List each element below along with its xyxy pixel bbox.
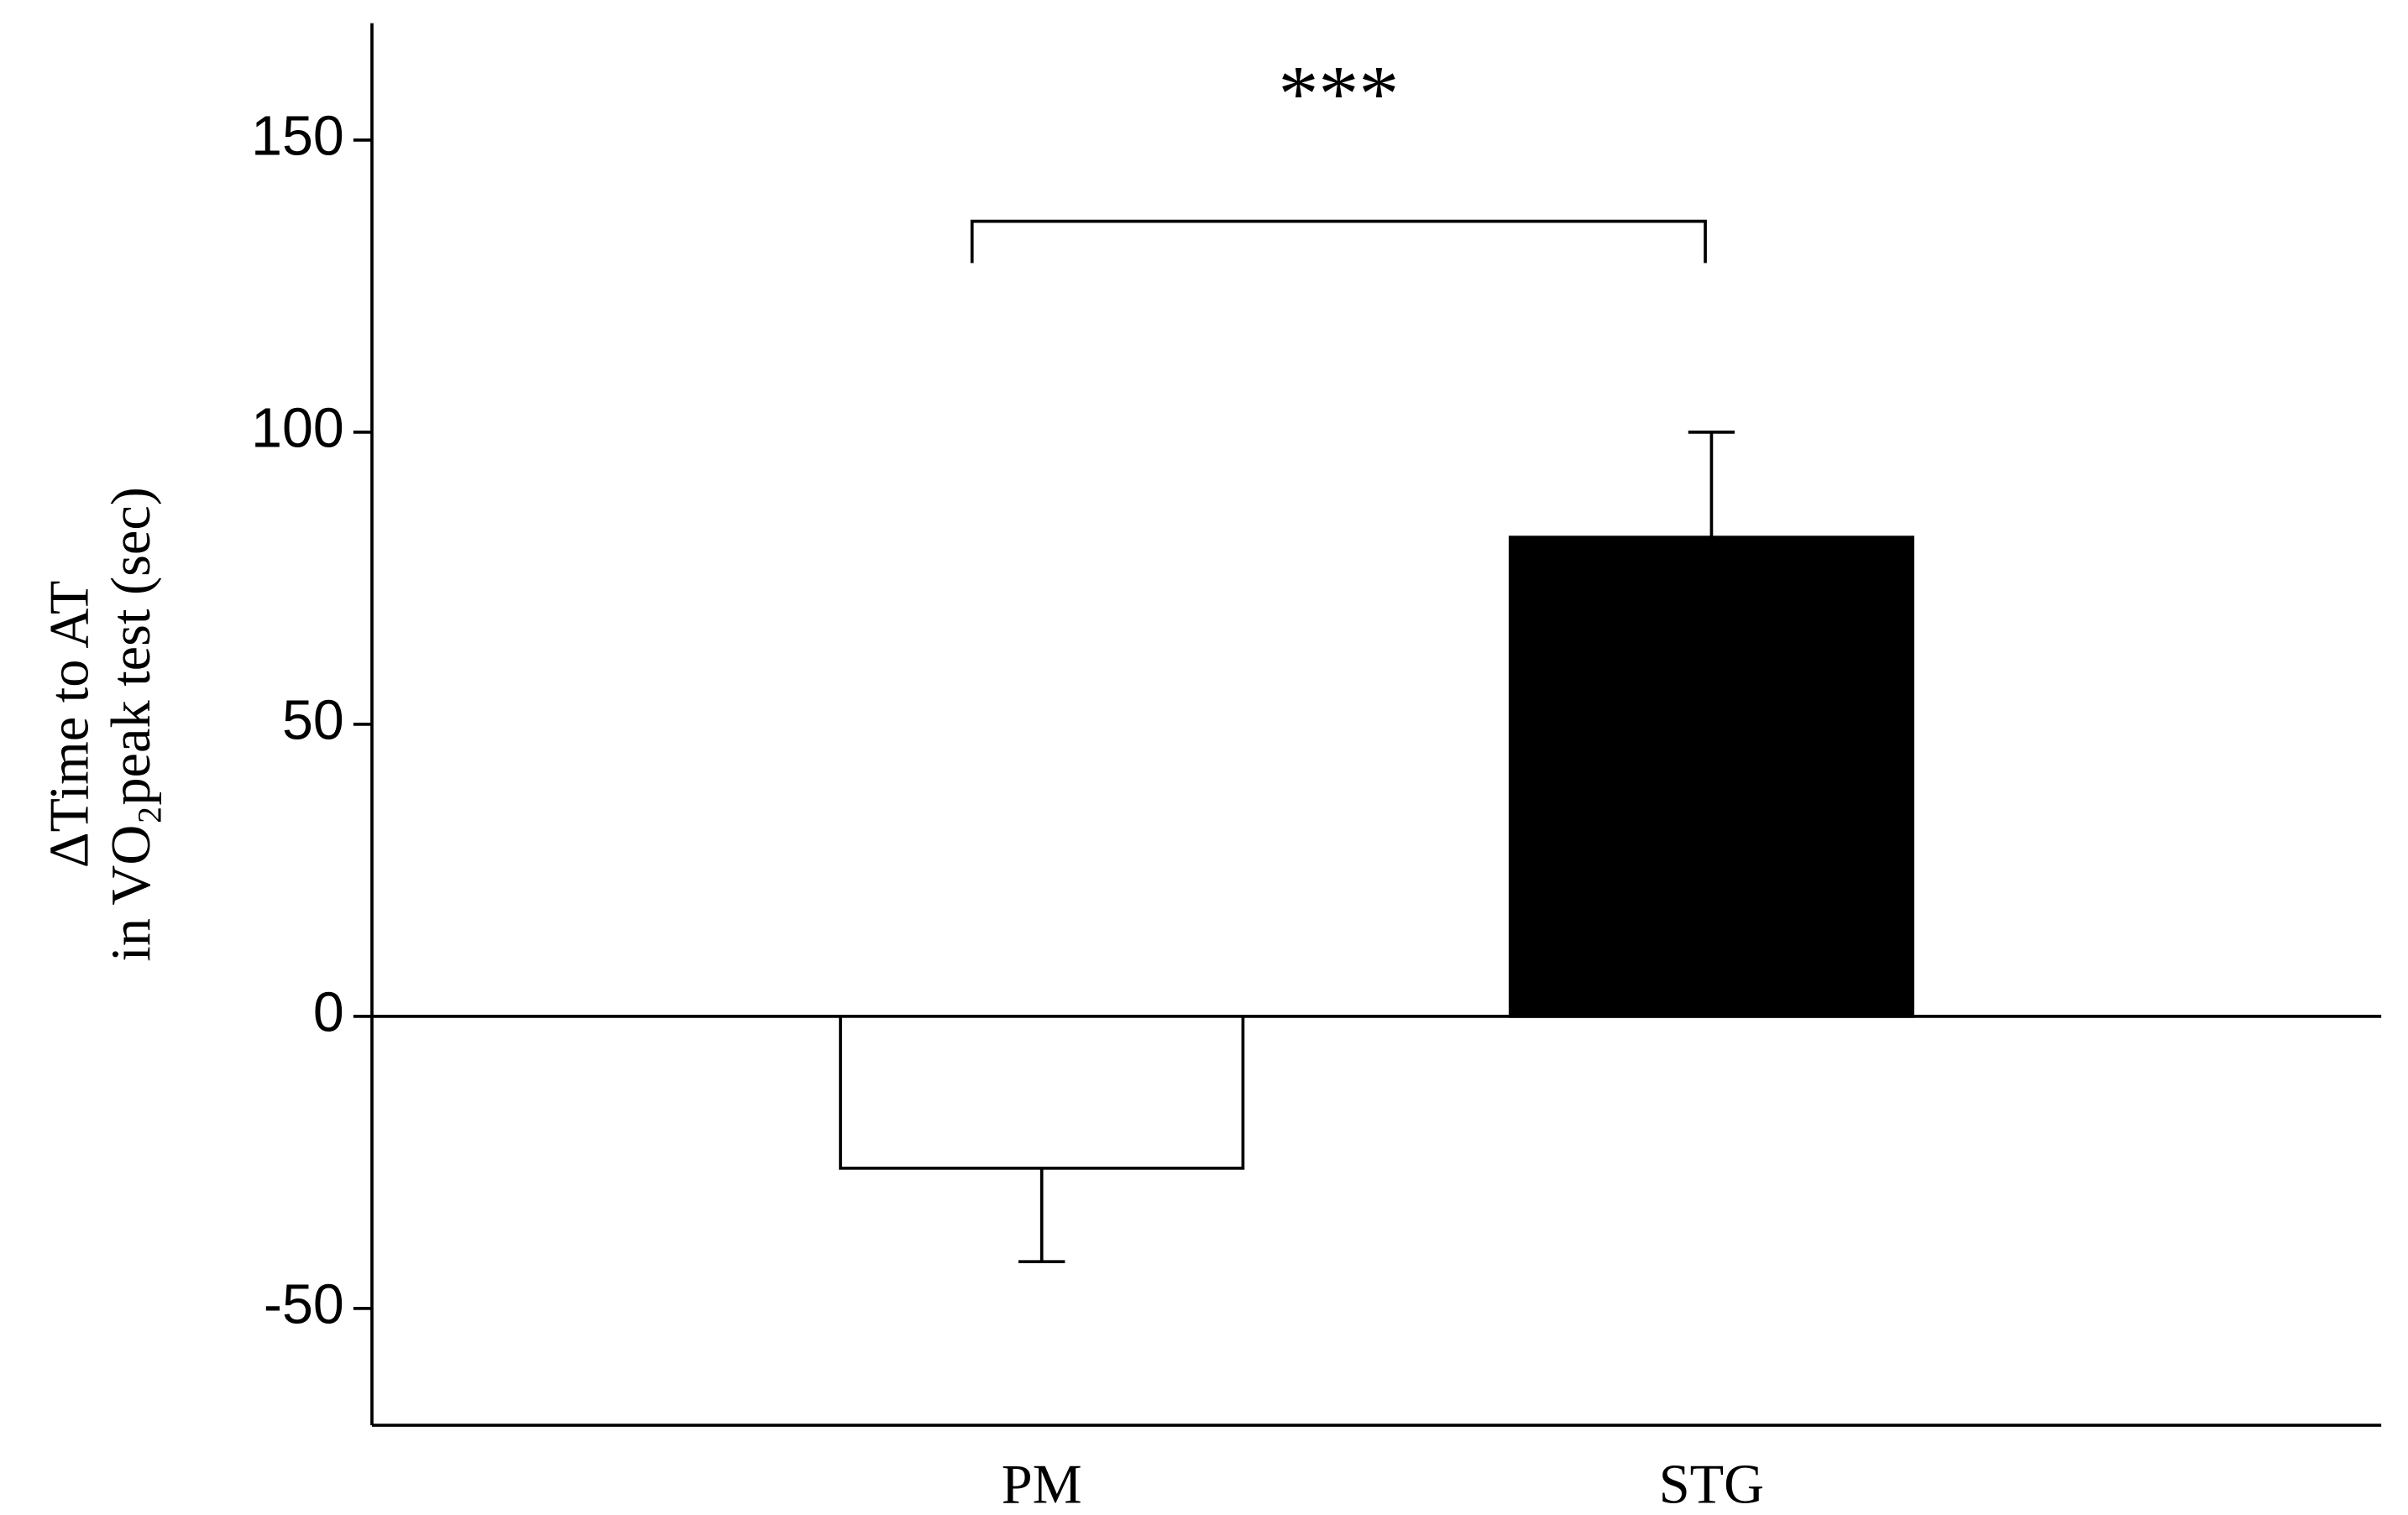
y-label-line: in VO₂peak test (sec): [101, 487, 162, 962]
y-axis-label: ΔTime to AT in VO₂peak test (sec): [39, 487, 162, 962]
y-label-line: ΔTime to AT: [39, 581, 100, 869]
x-tick-label: PM: [1002, 1455, 1082, 1515]
y-tick-label: 50: [282, 689, 344, 751]
y-tick-label: 150: [251, 105, 344, 167]
bar: [1508, 535, 1914, 1018]
x-tick-label: STG: [1659, 1455, 1764, 1515]
y-tick-label: -50: [264, 1273, 344, 1335]
bar: [839, 1015, 1245, 1170]
significance-bracket: [970, 219, 1707, 264]
y-tick-label: 100: [251, 397, 344, 459]
y-tick-label: 0: [313, 981, 344, 1043]
significance-label: ***: [1279, 50, 1400, 138]
